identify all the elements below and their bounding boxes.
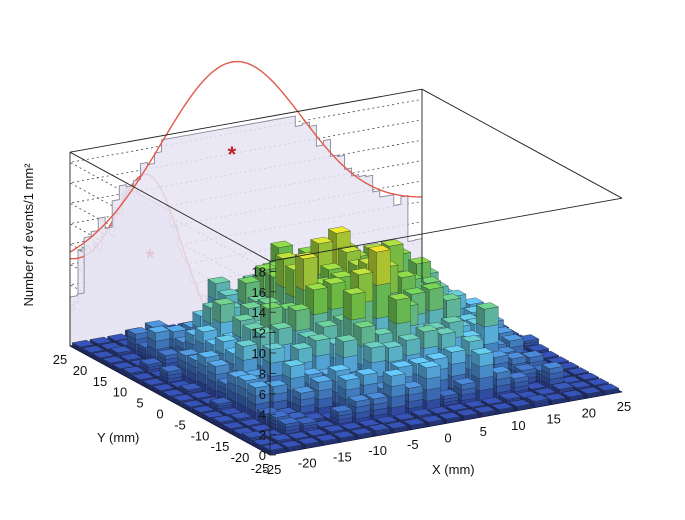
bar — [279, 440, 303, 452]
bar — [473, 405, 497, 418]
x-tick-label: -15 — [333, 449, 352, 464]
bar — [470, 347, 494, 404]
y-tick-label: 5 — [136, 396, 143, 411]
y-tick-label: -25 — [251, 461, 270, 476]
x-tick-label: 0 — [444, 431, 451, 446]
z-tick-label: 4 — [259, 407, 266, 422]
x-axis-title: X (mm) — [432, 462, 475, 477]
x-tick-label: -25 — [263, 462, 282, 477]
bar — [508, 399, 532, 411]
bar — [578, 386, 602, 399]
bar — [525, 394, 549, 408]
x-tick-label: 15 — [546, 412, 560, 427]
z-tick-label: 2 — [259, 428, 266, 443]
y-axis-title: Y (mm) — [97, 430, 139, 445]
z-tick-label: 16 — [252, 285, 266, 300]
x-tick-label: -20 — [298, 456, 317, 471]
x-projection-fit — [69, 60, 422, 253]
bars — [71, 226, 620, 455]
bar — [420, 415, 444, 427]
frame-edge — [69, 151, 271, 262]
bar — [309, 375, 333, 418]
frame-lines — [69, 88, 623, 455]
y-tick-label: 0 — [156, 407, 163, 422]
z-tick-label: 14 — [252, 305, 266, 320]
z-tick-label: 8 — [259, 366, 266, 381]
z-tick-label: 18 — [252, 264, 266, 279]
x-tick-label: -10 — [368, 443, 387, 458]
z-tick-label: 12 — [252, 326, 266, 341]
floor-gridline — [269, 391, 623, 456]
frame-edge — [69, 88, 423, 153]
bar — [314, 434, 338, 446]
y-tick-label: -15 — [211, 439, 230, 454]
y-tick-label: 25 — [53, 352, 67, 367]
bar — [329, 405, 353, 429]
x-tick-label: 20 — [582, 405, 596, 420]
z-tick-label: 6 — [259, 387, 266, 402]
z-tick-label: 0 — [259, 448, 266, 463]
frame-edge — [421, 88, 623, 199]
bar — [455, 408, 479, 421]
y-tick-label: 20 — [73, 363, 87, 378]
bar — [151, 383, 175, 395]
frame-edge — [269, 197, 623, 262]
bar — [332, 430, 356, 443]
x-tick-label: 25 — [617, 399, 631, 414]
bar — [561, 389, 585, 402]
x-tick-label: -5 — [407, 437, 419, 452]
bar — [543, 393, 567, 405]
z-tick-label: 10 — [252, 346, 266, 361]
x-tick-label: 10 — [511, 418, 525, 433]
x-tick-label: 5 — [480, 424, 487, 439]
y-tick-label: -20 — [231, 450, 250, 465]
y-tick-label: 10 — [113, 385, 127, 400]
bar — [367, 423, 391, 437]
y-tick-label: -5 — [174, 417, 186, 432]
y-tick-label: 15 — [93, 374, 107, 389]
z-axis-title: Number of events/1 mm² — [21, 163, 36, 307]
x-peak-marker: * — [228, 142, 237, 167]
y-tick-label: -10 — [191, 428, 210, 443]
